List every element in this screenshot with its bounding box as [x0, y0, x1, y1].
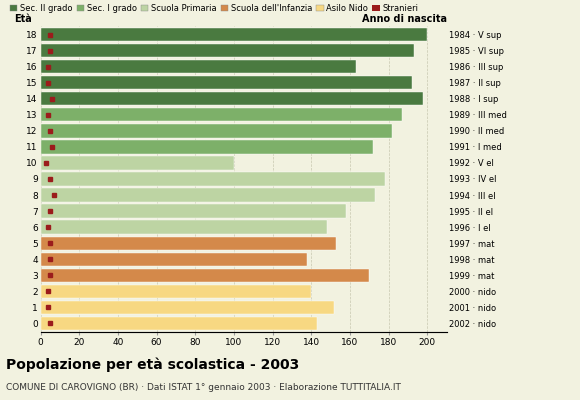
Text: Età: Età — [14, 14, 32, 24]
Text: COMUNE DI CAROVIGNO (BR) · Dati ISTAT 1° gennaio 2003 · Elaborazione TUTTITALIA.: COMUNE DI CAROVIGNO (BR) · Dati ISTAT 1°… — [6, 383, 401, 392]
Bar — [41, 108, 402, 122]
Bar — [41, 252, 307, 266]
Bar — [41, 60, 356, 74]
Bar — [41, 172, 385, 186]
Bar — [41, 236, 336, 250]
Bar — [41, 300, 335, 314]
Bar — [41, 220, 327, 234]
Bar — [41, 204, 346, 218]
Text: Anno di nascita: Anno di nascita — [361, 14, 447, 24]
Bar — [41, 268, 369, 282]
Bar — [41, 92, 423, 106]
Bar — [41, 284, 311, 298]
Bar — [41, 124, 393, 138]
Bar — [41, 140, 373, 154]
Bar — [41, 317, 317, 330]
Bar — [41, 156, 234, 170]
Bar — [41, 76, 412, 90]
Legend: Sec. II grado, Sec. I grado, Scuola Primaria, Scuola dell'Infanzia, Asilo Nido, : Sec. II grado, Sec. I grado, Scuola Prim… — [10, 4, 418, 13]
Bar — [41, 188, 375, 202]
Bar — [41, 28, 427, 41]
Bar — [41, 44, 414, 58]
Text: Popolazione per età scolastica - 2003: Popolazione per età scolastica - 2003 — [6, 358, 299, 372]
